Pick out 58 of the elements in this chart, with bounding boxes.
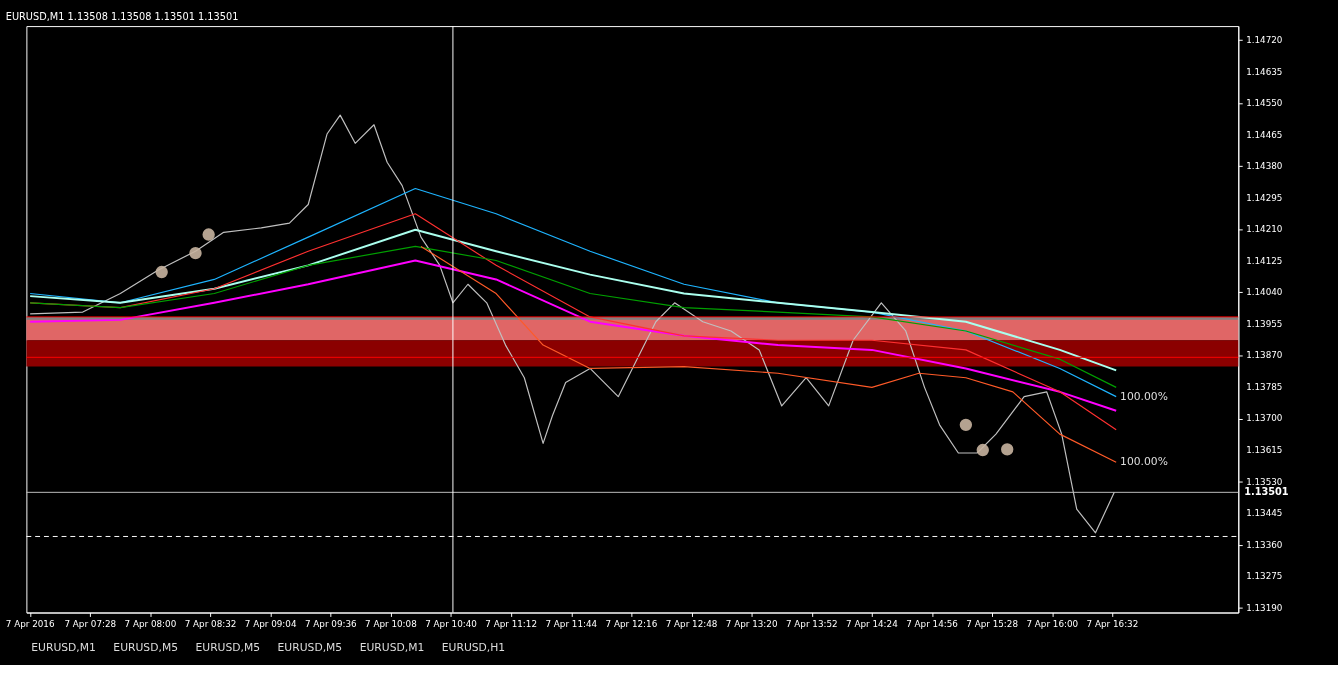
y-tick-label: 1.13615 <box>1246 444 1283 455</box>
text: EURUSD,H1 <box>441 640 506 654</box>
y-tick-label: 1.13275 <box>1246 571 1283 582</box>
text: EURUSD,M1 <box>31 640 96 654</box>
y-tick-label: 1.13870 <box>1246 350 1283 361</box>
y-tick-label: 1.14380 <box>1246 161 1283 172</box>
x-tick-label: 7 Apr 12:48 <box>665 619 718 630</box>
point <box>202 228 215 241</box>
y-tick-label: 1.13445 <box>1246 508 1283 519</box>
y-tick-label: 1.14210 <box>1246 224 1283 235</box>
y-tick-label: 1.13190 <box>1246 602 1283 613</box>
line-series <box>29 259 1118 412</box>
y-tick-label: 1.14295 <box>1246 192 1283 203</box>
point <box>189 246 202 260</box>
text: EURUSD,M5 <box>113 640 179 654</box>
ref-line-label: 1.13501 <box>1244 486 1289 498</box>
x-tick-label: 7 Apr 08:00 <box>124 619 177 630</box>
text: EURUSD,M5 <box>195 640 261 654</box>
x-tick-label: 7 Apr 11:44 <box>545 619 598 630</box>
y-tick-label: 1.14635 <box>1246 66 1283 77</box>
x-tick-label: 7 Apr 14:24 <box>846 619 899 630</box>
x-tick-label: 7 Apr 07:28 <box>64 619 117 630</box>
x-tick-label: 7 Apr 08:32 <box>184 619 237 630</box>
point <box>976 443 989 457</box>
y-tick-label: 1.14465 <box>1246 129 1283 140</box>
y-tick-label: 1.13955 <box>1246 318 1283 329</box>
x-tick-label: 7 Apr 10:08 <box>365 619 417 630</box>
line-series <box>420 245 1117 463</box>
y-tick-label: 1.13785 <box>1246 381 1283 392</box>
point <box>155 265 168 279</box>
x-tick-label: 7 Apr 13:52 <box>785 619 838 630</box>
annotation: 100.00% <box>1120 389 1168 403</box>
text: EURUSD,M1 <box>359 640 425 654</box>
point <box>1001 443 1014 456</box>
x-tick-label: 7 Apr 12:16 <box>605 619 658 630</box>
x-tick-label: 7 Apr 09:04 <box>244 619 297 630</box>
y-tick-label: 1.13700 <box>1246 413 1283 424</box>
text: EURUSD,M5 <box>277 640 343 654</box>
line-series <box>29 228 1118 372</box>
point <box>959 418 973 431</box>
x-tick-label: 7 Apr 16:00 <box>1026 619 1079 630</box>
x-tick-label: 7 Apr 10:40 <box>425 619 477 630</box>
x-tick-label: 7 Apr 16:32 <box>1086 619 1139 630</box>
x-tick-label: 7 Apr 15:28 <box>966 619 1018 630</box>
x-tick-label: 7 Apr 11:12 <box>485 619 537 630</box>
annotation: 100.00% <box>1120 455 1168 469</box>
x-tick-label: 7 Apr 13:20 <box>725 619 778 630</box>
chart-title: EURUSD,M1 1.13508 1.13508 1.13501 1.13501 <box>5 10 239 22</box>
x-tick-label: 7 Apr 14:56 <box>906 619 959 630</box>
y-tick-label: 1.14550 <box>1246 98 1283 109</box>
x-tick-label: 7 Apr 09:36 <box>304 619 358 630</box>
line-series <box>29 245 1117 388</box>
x-tick-label: 7 Apr 2016 <box>5 619 55 630</box>
y-tick-label: 1.13530 <box>1246 476 1283 487</box>
y-tick-label: 1.14720 <box>1246 35 1283 46</box>
y-tick-label: 1.14125 <box>1246 255 1283 266</box>
y-tick-label: 1.14040 <box>1246 287 1283 298</box>
y-tick-label: 1.13360 <box>1246 539 1283 550</box>
